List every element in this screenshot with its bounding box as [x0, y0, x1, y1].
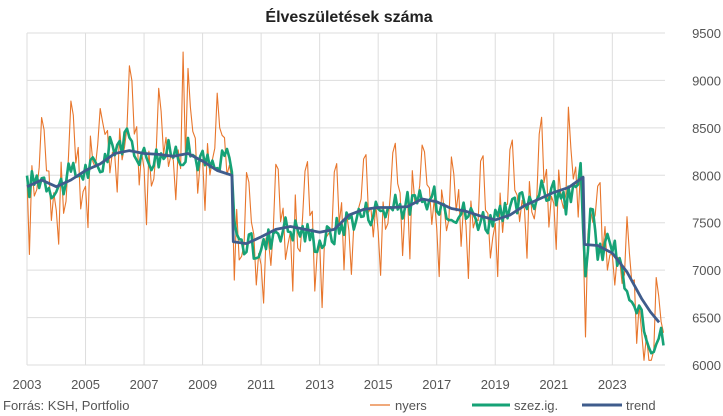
- x-tick-label: 2015: [364, 377, 393, 392]
- legend-label: nyers: [395, 398, 427, 413]
- x-tick-label: 2005: [71, 377, 100, 392]
- y-tick-label: 7500: [692, 216, 721, 231]
- x-tick-label: 2019: [481, 377, 510, 392]
- series-layer: [25, 51, 665, 361]
- y-tick-label: 6500: [692, 311, 721, 326]
- x-tick-label: 2009: [188, 377, 217, 392]
- legend: nyers szez.ig. trend: [370, 398, 656, 413]
- x-tick-label: 2003: [13, 377, 42, 392]
- x-tick-label: 2023: [598, 377, 627, 392]
- legend-label: szez.ig.: [514, 398, 558, 413]
- chart-grid: [26, 32, 665, 366]
- y-tick-label: 8500: [692, 121, 721, 136]
- x-tick-label: 2017: [422, 377, 451, 392]
- x-tick-label: 2011: [247, 377, 275, 392]
- series-line-trend: [26, 149, 661, 324]
- x-tick-label: 2013: [305, 377, 334, 392]
- series-line-szez-ig: [25, 127, 665, 355]
- y-axis-ticks: 6000 6500 7000 7500 8000 8500 9000 9500: [692, 26, 721, 373]
- y-tick-label: 6000: [692, 358, 721, 373]
- y-tick-label: 9500: [692, 26, 721, 41]
- x-tick-label: 2007: [130, 377, 159, 392]
- legend-label: trend: [626, 398, 656, 413]
- x-tick-label: 2021: [539, 377, 568, 392]
- source-note: Forrás: KSH, Portfolio: [3, 398, 129, 413]
- series-line-nyers: [26, 51, 665, 361]
- chart-title: Élveszületések száma: [265, 7, 432, 26]
- x-axis-ticks: 2003 2005 2007 2009 2011 2013 2015 2017 2019 2021…: [13, 377, 627, 392]
- y-tick-label: 9000: [692, 73, 721, 88]
- y-tick-label: 8000: [692, 168, 721, 183]
- y-tick-label: 7000: [692, 263, 721, 278]
